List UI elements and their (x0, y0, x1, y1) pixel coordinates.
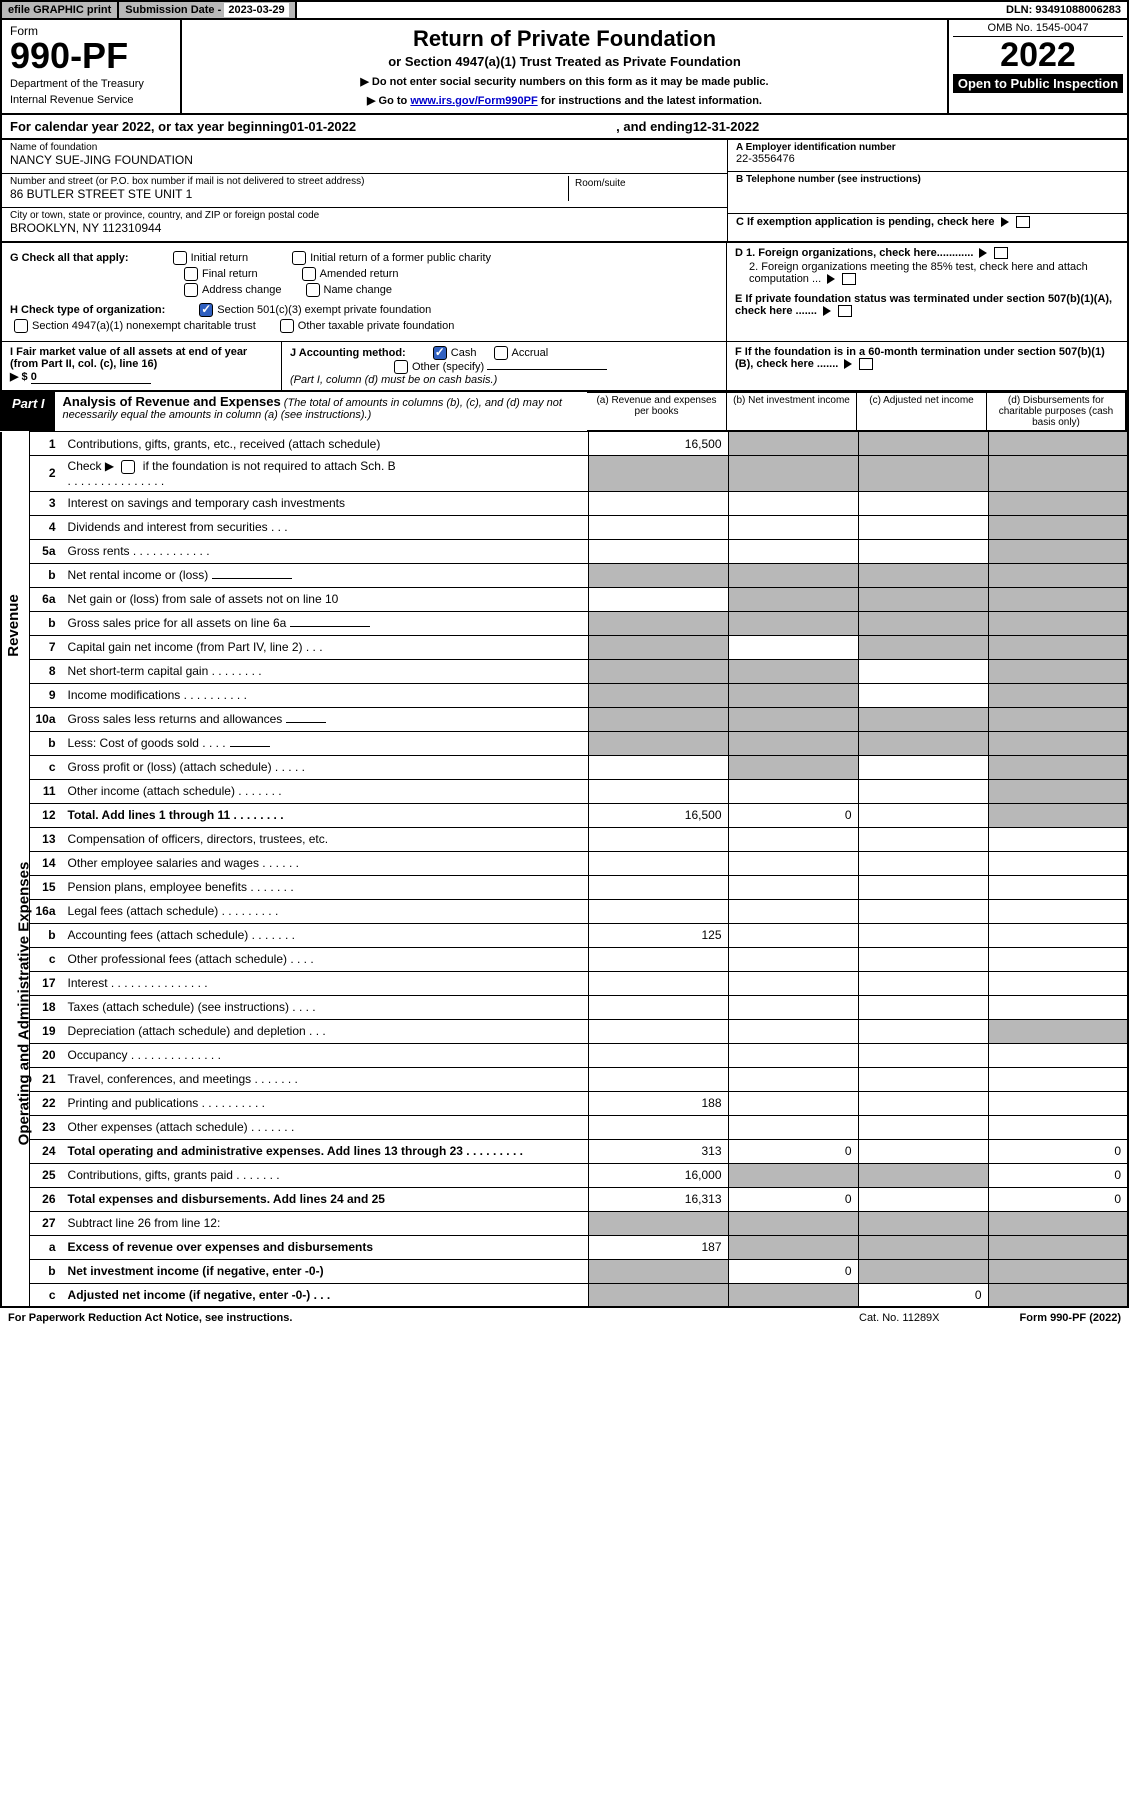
footer: For Paperwork Reduction Act Notice, see … (0, 1308, 1129, 1328)
col-c-header: (c) Adjusted net income (857, 392, 987, 431)
arrow-icon (827, 274, 835, 284)
subdate-value: 2023-03-29 (224, 3, 288, 17)
year-end: 12-31-2022 (693, 119, 760, 134)
header-right: OMB No. 1545-0047 2022 Open to Public In… (947, 20, 1127, 113)
calendar-year-row: For calendar year 2022, or tax year begi… (0, 115, 1129, 140)
r24-d: 0 (988, 1139, 1128, 1163)
checkbox-f[interactable] (859, 358, 873, 370)
r12-b: 0 (728, 803, 858, 827)
checkbox-d2[interactable] (842, 273, 856, 285)
subdate-cell: Submission Date - 2023-03-29 (119, 2, 296, 18)
telephone-cell: B Telephone number (see instructions) (728, 172, 1127, 214)
col-a-header: (a) Revenue and expenses per books (587, 392, 727, 431)
header-left: Form 990-PF Department of the Treasury I… (2, 20, 182, 113)
city-value: Brooklyn, NY 112310944 (10, 221, 719, 235)
h-row: H Check type of organization: Section 50… (10, 303, 718, 317)
r27b-b: 0 (728, 1259, 858, 1283)
r1-a: 16,500 (588, 432, 728, 456)
note-ssn: ▶ Do not enter social security numbers o… (192, 75, 937, 88)
col-d-header: (d) Disbursements for charitable purpose… (987, 392, 1127, 431)
note-link: ▶ Go to www.irs.gov/Form990PF for instru… (192, 94, 937, 107)
r27c-c: 0 (858, 1283, 988, 1307)
checks-section: G Check all that apply: Initial return I… (0, 243, 1129, 341)
r26-b: 0 (728, 1187, 858, 1211)
checkbox-e[interactable] (838, 305, 852, 317)
city-cell: City or town, state or province, country… (2, 208, 727, 241)
checkbox-name[interactable] (306, 283, 320, 297)
col-b-header: (b) Net investment income (727, 392, 857, 431)
checkbox-amended[interactable] (302, 267, 316, 281)
street-address: 86 BUTLER STREET STE UNIT 1 (10, 187, 568, 201)
ein-value: 22-3556476 (736, 153, 1119, 165)
g-row: G Check all that apply: Initial return I… (10, 251, 718, 265)
dept-treasury: Department of the Treasury (10, 78, 172, 90)
checkbox-other-acct[interactable] (394, 360, 408, 374)
checkbox-schb[interactable] (121, 460, 135, 474)
part1-title: Analysis of Revenue and Expenses (The to… (55, 392, 587, 431)
arrow-icon (823, 306, 831, 316)
checkbox-accrual[interactable] (494, 346, 508, 360)
r24-b: 0 (728, 1139, 858, 1163)
room-label: Room/suite (575, 178, 713, 189)
foundation-name: NANCY SUE-JING FOUNDATION (10, 153, 719, 167)
address-row: Number and street (or P.O. box number if… (2, 174, 727, 208)
fmv-value: 0 (31, 371, 151, 384)
tax-year: 2022 (953, 37, 1123, 74)
r25-a: 16,000 (588, 1163, 728, 1187)
header-mid: Return of Private Foundation or Section … (182, 20, 947, 113)
efile-label[interactable]: efile GRAPHIC print (2, 2, 119, 18)
year-begin: 01-01-2022 (290, 119, 357, 134)
c-exemption-cell: C If exemption application is pending, c… (728, 214, 1127, 234)
checkbox-cash[interactable] (433, 346, 447, 360)
d2-row: 2. Foreign organizations meeting the 85%… (749, 261, 1119, 285)
checkbox-initial[interactable] (173, 251, 187, 265)
form-number: 990-PF (10, 38, 172, 74)
r22-a: 188 (588, 1091, 728, 1115)
form-header: Form 990-PF Department of the Treasury I… (0, 20, 1129, 115)
e-row: E If private foundation status was termi… (735, 293, 1119, 317)
revenue-side: Revenue (1, 432, 29, 804)
checkbox-501c3[interactable] (199, 303, 213, 317)
subdate-label: Submission Date - (125, 4, 224, 16)
r26-a: 16,313 (588, 1187, 728, 1211)
checkbox-c[interactable] (1016, 216, 1030, 228)
part1-label: Part I (2, 392, 55, 431)
omb-number: OMB No. 1545-0047 (953, 22, 1123, 37)
checkbox-4947[interactable] (14, 319, 28, 333)
checkbox-initial-former[interactable] (292, 251, 306, 265)
checkbox-other-tax[interactable] (280, 319, 294, 333)
dln: DLN: 93491088006283 (1000, 2, 1127, 18)
checkbox-address[interactable] (184, 283, 198, 297)
d1-row: D 1. Foreign organizations, check here..… (735, 247, 1119, 259)
open-inspection: Open to Public Inspection (953, 74, 1123, 93)
r24-a: 313 (588, 1139, 728, 1163)
column-headers: (a) Revenue and expenses per books (b) N… (587, 392, 1127, 431)
part1-table: Revenue 1Contributions, gifts, grants, e… (0, 431, 1129, 1308)
r12-a: 16,500 (588, 803, 728, 827)
expenses-side: Operating and Administrative Expenses (1, 803, 29, 1187)
arrow-icon (1001, 217, 1009, 227)
form-title: Return of Private Foundation (192, 26, 937, 52)
foundation-name-cell: Name of foundation NANCY SUE-JING FOUNDA… (2, 140, 727, 174)
r27a-a: 187 (588, 1235, 728, 1259)
arrow-icon (844, 359, 852, 369)
form-subtitle: or Section 4947(a)(1) Trust Treated as P… (192, 54, 937, 69)
ein-cell: A Employer identification number 22-3556… (728, 140, 1127, 172)
top-bar: efile GRAPHIC print Submission Date - 20… (0, 0, 1129, 20)
pra-notice: For Paperwork Reduction Act Notice, see … (8, 1312, 292, 1324)
dept-irs: Internal Revenue Service (10, 94, 172, 106)
r16b-a: 125 (588, 923, 728, 947)
r26-d: 0 (988, 1187, 1128, 1211)
checkbox-final[interactable] (184, 267, 198, 281)
fmv-row: I Fair market value of all assets at end… (0, 341, 1129, 392)
info-block: Name of foundation NANCY SUE-JING FOUNDA… (0, 140, 1129, 243)
arrow-icon (979, 248, 987, 258)
irs-link[interactable]: www.irs.gov/Form990PF (410, 95, 537, 107)
part1-header: Part I Analysis of Revenue and Expenses … (0, 392, 1129, 431)
checkbox-d1[interactable] (994, 247, 1008, 259)
r25-d: 0 (988, 1163, 1128, 1187)
form-footer: Form 990-PF (2022) (1020, 1312, 1121, 1324)
cat-number: Cat. No. 11289X (859, 1312, 940, 1324)
